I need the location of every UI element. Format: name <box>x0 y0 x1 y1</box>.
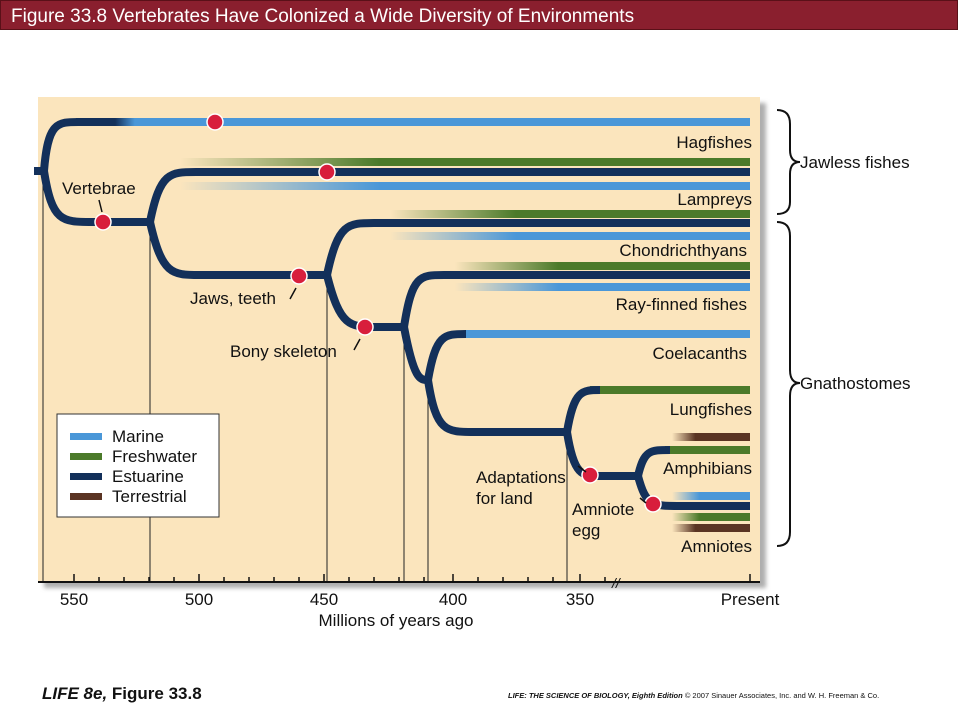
footer-publisher: © 2007 Sinauer Associates, Inc. and W. H… <box>682 691 880 700</box>
branch-tetrapods <box>563 431 638 480</box>
axis-tick-label: 450 <box>310 590 338 609</box>
axis-tick-label: Present <box>721 590 780 609</box>
branch-amphibians <box>634 446 671 477</box>
taxon-label: Amniotes <box>681 537 752 556</box>
trait-labels: Vertebrae Jaws, teeth Bony skeleton Adap… <box>62 179 634 540</box>
node-jaws <box>290 267 308 285</box>
brace-gnathostomes <box>776 221 801 547</box>
legend-label-estuarine: Estuarine <box>112 467 184 486</box>
bar-rayfinned-marine <box>455 283 750 291</box>
legend-label-terrestrial: Terrestrial <box>112 487 187 506</box>
taxon-label: Ray-finned fishes <box>616 295 747 314</box>
trait-label-adaptations: Adaptations <box>476 468 566 487</box>
axis-tick-label: 550 <box>60 590 88 609</box>
node-lamprey <box>318 163 336 181</box>
trait-label-for-land: for land <box>476 489 533 508</box>
title-bar: Figure 33.8 Vertebrates Have Colonized a… <box>0 0 958 30</box>
taxon-label: Hagfishes <box>676 133 752 152</box>
bar-lampreys-marine <box>180 182 750 190</box>
bar-amphibians-terrestrial <box>672 433 750 441</box>
time-axis: // 550 500 450 400 350 Present Millions … <box>38 574 780 630</box>
branch-vertebrata <box>40 170 150 226</box>
branch-lampreys <box>146 168 750 223</box>
node-adaptations-land <box>581 466 599 484</box>
axis-tick-label: 350 <box>566 590 594 609</box>
node-bony-skeleton <box>356 318 374 336</box>
branch-osteichthyes <box>323 274 404 331</box>
node-vertebrae <box>94 213 112 231</box>
footer-edition: LIFE: THE SCIENCE OF BIOLOGY, Eighth Edi… <box>508 691 683 700</box>
bar-hagfishes-marine <box>200 118 750 126</box>
footer-copyright: LIFE: THE SCIENCE OF BIOLOGY, Eighth Edi… <box>508 691 879 700</box>
bar-amniotes-freshwater <box>672 513 750 521</box>
taxon-label: Lungfishes <box>670 400 752 419</box>
axis-tick-label: 500 <box>185 590 213 609</box>
legend-swatch-freshwater <box>70 453 102 460</box>
footer-book-reference: LIFE 8e, Figure 33.8 <box>42 684 202 704</box>
trait-label-jaws: Jaws, teeth <box>190 289 276 308</box>
legend-label-freshwater: Freshwater <box>112 447 197 466</box>
axis-ticks <box>73 574 751 582</box>
page-title: Figure 33.8 Vertebrates Have Colonized a… <box>11 6 635 27</box>
branch-coelacanths <box>424 330 467 381</box>
axis-break-mark: // <box>611 575 622 591</box>
environment-bars <box>180 118 750 532</box>
axis-title: Millions of years ago <box>319 611 474 630</box>
bar-chondrichthyans-freshwater <box>390 210 750 218</box>
bar-lampreys-freshwater <box>180 158 750 166</box>
time-reference-lines <box>42 170 568 582</box>
group-label-gnathostomes: Gnathostomes <box>800 374 911 393</box>
taxa-labels: Hagfishes Lampreys Chondrichthyans Ray-f… <box>616 133 752 556</box>
branch-sarcopterygii <box>400 326 429 384</box>
bar-rayfinned-freshwater <box>455 262 750 270</box>
bar-amphibians-freshwater <box>665 446 750 454</box>
branch-lungfishes <box>563 386 601 433</box>
bar-coelacanths-marine <box>465 330 750 338</box>
taxon-label: Chondrichthyans <box>619 241 747 260</box>
node-amniote-egg <box>644 495 662 513</box>
legend-label-marine: Marine <box>112 427 164 446</box>
footer-book-title: LIFE 8e, <box>42 684 108 703</box>
legend: Marine Freshwater Estuarine Terrestrial <box>56 413 220 518</box>
trait-label-bony: Bony skeleton <box>230 342 337 361</box>
trait-nodes <box>94 113 662 513</box>
legend-swatch-terrestrial <box>70 493 102 500</box>
branch-gnathostomes <box>146 221 327 279</box>
node-hagfish-marine <box>206 113 224 131</box>
group-labels: Jawless fishes Gnathostomes <box>800 153 911 393</box>
trait-label-vertebrae: Vertebrae <box>62 179 136 198</box>
taxon-label: Coelacanths <box>652 344 747 363</box>
bar-lungfishes-freshwater <box>590 386 750 394</box>
footer-figure-number: Figure 33.8 <box>107 684 202 703</box>
legend-swatch-estuarine <box>70 473 102 480</box>
bar-chondrichthyans-marine <box>390 232 750 240</box>
branch-rhipidistia <box>424 379 567 436</box>
bar-hagfishes-estuarine <box>76 118 216 126</box>
trait-label-egg: egg <box>572 521 600 540</box>
branch-rayfinned <box>400 271 750 328</box>
bar-amniotes-terrestrial <box>672 524 750 532</box>
axis-tick-label: 400 <box>439 590 467 609</box>
taxon-label: Amphibians <box>663 459 752 478</box>
group-label-jawless: Jawless fishes <box>800 153 910 172</box>
legend-swatch-marine <box>70 433 102 440</box>
brace-jawless <box>776 109 801 215</box>
trait-label-amniote: Amniote <box>572 500 634 519</box>
group-braces <box>776 109 801 547</box>
tree-branches <box>34 117 750 510</box>
taxon-label: Lampreys <box>677 190 752 209</box>
bar-amniotes-marine <box>672 492 750 500</box>
branch-chondrichthyans <box>323 219 750 276</box>
leader-lines <box>98 199 647 504</box>
